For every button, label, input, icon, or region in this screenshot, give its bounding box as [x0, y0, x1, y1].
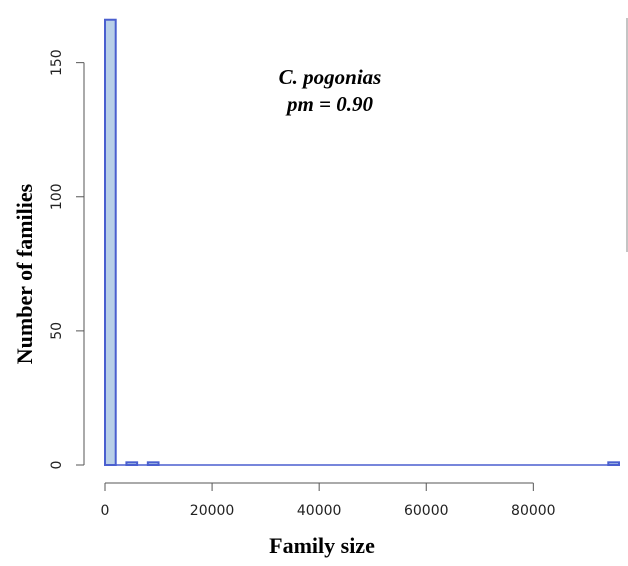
x-tick-label: 60000 — [404, 503, 449, 519]
histogram-bar — [104, 18, 117, 467]
y-axis-ticks: 0 50 100 150 — [49, 49, 84, 469]
y-axis-title: Number of families — [12, 183, 37, 364]
y-tick-label: 50 — [49, 322, 65, 340]
x-tick-label: 0 — [101, 503, 110, 519]
histogram-bar — [125, 461, 139, 467]
species-annotation: C. pogonias — [279, 65, 382, 89]
histogram-bar — [607, 461, 621, 467]
y-tick-label: 0 — [49, 461, 65, 470]
x-axis-ticks: 0 20000 40000 60000 80000 — [101, 483, 556, 519]
x-tick-label: 80000 — [511, 503, 556, 519]
plot-area — [104, 18, 621, 467]
x-tick-label: 20000 — [190, 503, 235, 519]
pm-annotation: pm = 0.90 — [285, 92, 374, 116]
y-tick-label: 150 — [49, 49, 65, 76]
x-axis-title: Family size — [269, 533, 375, 558]
y-tick-label: 100 — [49, 183, 65, 210]
x-tick-label: 40000 — [297, 503, 342, 519]
histogram-bar — [146, 461, 160, 467]
axes — [83, 62, 534, 484]
